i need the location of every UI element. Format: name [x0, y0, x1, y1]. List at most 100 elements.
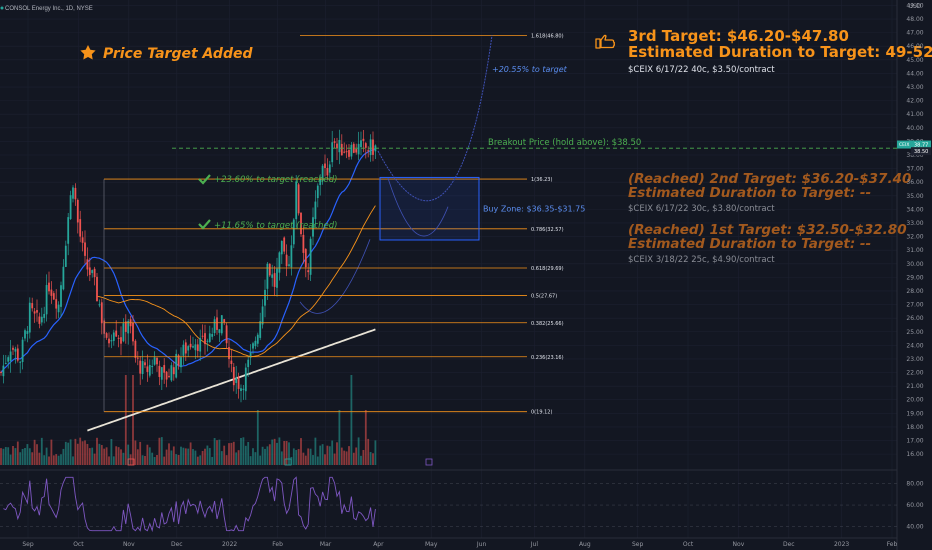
- time-tick-label: Sep: [632, 541, 644, 548]
- candle-body: [266, 263, 269, 289]
- rsi-tick-label: 60.00: [906, 502, 923, 509]
- volume-bar: [60, 454, 62, 465]
- event-marker[interactable]: [284, 458, 292, 466]
- time-axis[interactable]: Sep Oct Nov Dec 2022 Feb Mar Apr May Jun Jul Aug Sep…: [22, 541, 897, 548]
- event-marker[interactable]: [127, 458, 135, 466]
- candle-body: [336, 143, 338, 149]
- candle-body: [139, 360, 142, 374]
- candle-body: [307, 270, 310, 273]
- volume-bar: [372, 453, 374, 465]
- candle-body: [28, 302, 31, 333]
- price-tick-label: 34.00: [906, 206, 923, 213]
- time-tick-label: Nov: [123, 541, 135, 548]
- fib-retracement[interactable]: 1.618(46.80) 1(36.23) 0.786(32.57) 0.618(29…: [103, 33, 564, 416]
- volume-bar: [81, 441, 84, 465]
- volume-bar: [112, 456, 115, 465]
- candle-body: [146, 366, 149, 372]
- volume-bar: [352, 452, 355, 465]
- candle-body: [232, 367, 235, 386]
- price-tick-label: 17.00: [906, 438, 923, 445]
- candle-body: [319, 178, 322, 185]
- volume-bar: [216, 440, 218, 465]
- candle-body: [343, 151, 346, 153]
- candle-body: [172, 367, 175, 375]
- time-tick-label: Nov: [733, 541, 745, 548]
- volume-bar: [280, 451, 283, 465]
- volume-bar: [244, 445, 247, 465]
- candle-body: [254, 340, 257, 347]
- candle-body: [249, 352, 252, 358]
- candle-body: [340, 143, 343, 156]
- candle-body: [81, 237, 84, 243]
- volume-bar: [264, 448, 266, 465]
- candle-body: [357, 143, 360, 155]
- event-marker[interactable]: [425, 458, 433, 466]
- candle-body: [189, 343, 192, 348]
- volume-bar: [340, 447, 343, 465]
- volume-bar: [50, 439, 53, 465]
- fib-level-label: 0.382(25.66): [531, 321, 564, 327]
- candle-body: [2, 365, 5, 377]
- volume-bar: [45, 447, 48, 465]
- volume-bar: [103, 448, 106, 465]
- candle-body: [60, 285, 62, 307]
- svg-text:CEIX: CEIX: [899, 142, 909, 148]
- candle-body: [136, 357, 139, 359]
- candle-body: [19, 361, 22, 363]
- volume-bar: [165, 449, 168, 465]
- volume-bar: [189, 442, 192, 465]
- candle-body: [225, 325, 228, 344]
- time-tick-label: Jun: [476, 541, 487, 548]
- candle-body: [292, 219, 295, 245]
- pointing-hand-icon: [595, 34, 616, 49]
- moving-average-line: [96, 205, 376, 357]
- candle-body: [38, 316, 41, 324]
- fib-level-label: 0(19.12): [531, 410, 552, 416]
- price-tick-label: 41.00: [906, 111, 923, 118]
- candle-body: [21, 339, 24, 363]
- candle-body: [24, 330, 26, 339]
- candle-body: [117, 337, 120, 339]
- candle-body: [290, 245, 293, 268]
- candle-body: [45, 285, 48, 315]
- candle-body: [230, 360, 233, 364]
- candle-body: [175, 353, 178, 378]
- candle-body: [326, 167, 329, 176]
- candle-body: [88, 267, 91, 275]
- projection-curve[interactable]: [377, 35, 493, 201]
- candle-body: [26, 331, 29, 334]
- rsi-pane: 40.00 60.00 80.00: [0, 476, 924, 533]
- candle-body: [158, 365, 161, 377]
- volume-bar: [72, 456, 74, 465]
- candle-body: [72, 187, 74, 199]
- volume-bar: [146, 444, 149, 465]
- last-price-tag: CEIX 38.77: [897, 140, 931, 149]
- price-tick-label: 20.00: [906, 397, 923, 404]
- time-tick-label: 2022: [222, 541, 237, 548]
- volume-bar: [93, 453, 96, 465]
- candle-body: [297, 184, 300, 214]
- candle-body: [165, 371, 168, 380]
- volume-bar: [321, 444, 324, 465]
- volume-bar: [367, 438, 370, 465]
- candle-body: [120, 337, 122, 344]
- price-tick-label: 23.00: [906, 356, 923, 363]
- candle-body: [242, 388, 245, 390]
- candle-body: [124, 321, 127, 332]
- volume-bar: [196, 456, 199, 465]
- price-tick-label: 43.00: [906, 84, 923, 91]
- candle-body: [345, 151, 348, 153]
- candle-body: [122, 323, 125, 342]
- volume-bar: [84, 440, 86, 465]
- buy-zone-box[interactable]: [379, 176, 480, 241]
- volume-bar: [324, 454, 326, 465]
- candle-body: [36, 310, 38, 313]
- candle-body: [259, 321, 262, 338]
- volume-bar: [168, 443, 170, 465]
- volume-bar: [266, 446, 269, 465]
- projection-curve-dip[interactable]: [387, 177, 449, 237]
- price-tick-label: 29.00: [906, 274, 923, 281]
- candle-body: [74, 187, 77, 200]
- volume-bar: [184, 448, 187, 465]
